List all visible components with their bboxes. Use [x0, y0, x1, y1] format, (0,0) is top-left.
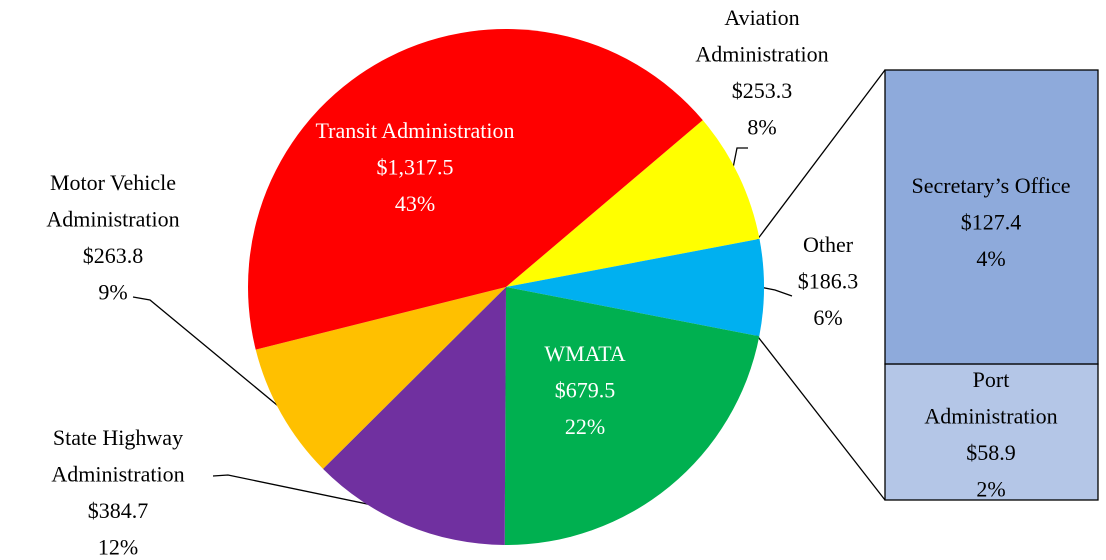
category-label: Motor Vehicle Administration	[46, 170, 179, 232]
connector-line	[756, 69, 886, 241]
percent-label: 43%	[395, 191, 435, 216]
category-label: Other	[803, 232, 854, 257]
percent-label: 22%	[565, 414, 605, 439]
bar-segment	[884, 363, 1099, 501]
value-label: $263.8	[83, 243, 144, 268]
percent-label: 6%	[813, 305, 842, 330]
connector-line	[754, 332, 886, 501]
leader-line	[212, 474, 421, 516]
leader-lines	[132, 69, 886, 516]
value-label: $679.5	[555, 378, 616, 403]
pie-slice	[504, 287, 760, 545]
bar-segment	[884, 69, 1099, 365]
pie-slice	[322, 287, 506, 545]
percent-label: 8%	[747, 115, 776, 140]
percent-label: 9%	[98, 280, 127, 305]
category-label: Port Administration	[924, 367, 1057, 429]
value-label: $253.3	[732, 78, 793, 103]
category-label: Aviation Administration	[695, 5, 828, 67]
percent-label: 2%	[976, 477, 1005, 502]
pie-slice	[255, 287, 506, 469]
category-label: State Highway Administration	[51, 425, 184, 487]
value-label: $384.7	[88, 498, 149, 523]
percent-label: 4%	[976, 246, 1005, 271]
category-label: WMATA	[544, 341, 625, 366]
leader-line	[132, 296, 284, 411]
value-label: $127.4	[961, 210, 1022, 235]
category-label: Secretary’s Office	[911, 173, 1070, 198]
leader-line	[759, 286, 793, 297]
pie-slice	[506, 238, 764, 337]
value-label: $58.9	[966, 440, 1016, 465]
category-label: Transit Administration	[315, 118, 514, 143]
leader-line	[731, 147, 748, 174]
pie-slice	[247, 28, 703, 350]
pie-slice	[506, 120, 760, 287]
value-label: $1,317.5	[377, 155, 454, 180]
percent-label: 12%	[98, 535, 138, 560]
value-label: $186.3	[798, 269, 859, 294]
